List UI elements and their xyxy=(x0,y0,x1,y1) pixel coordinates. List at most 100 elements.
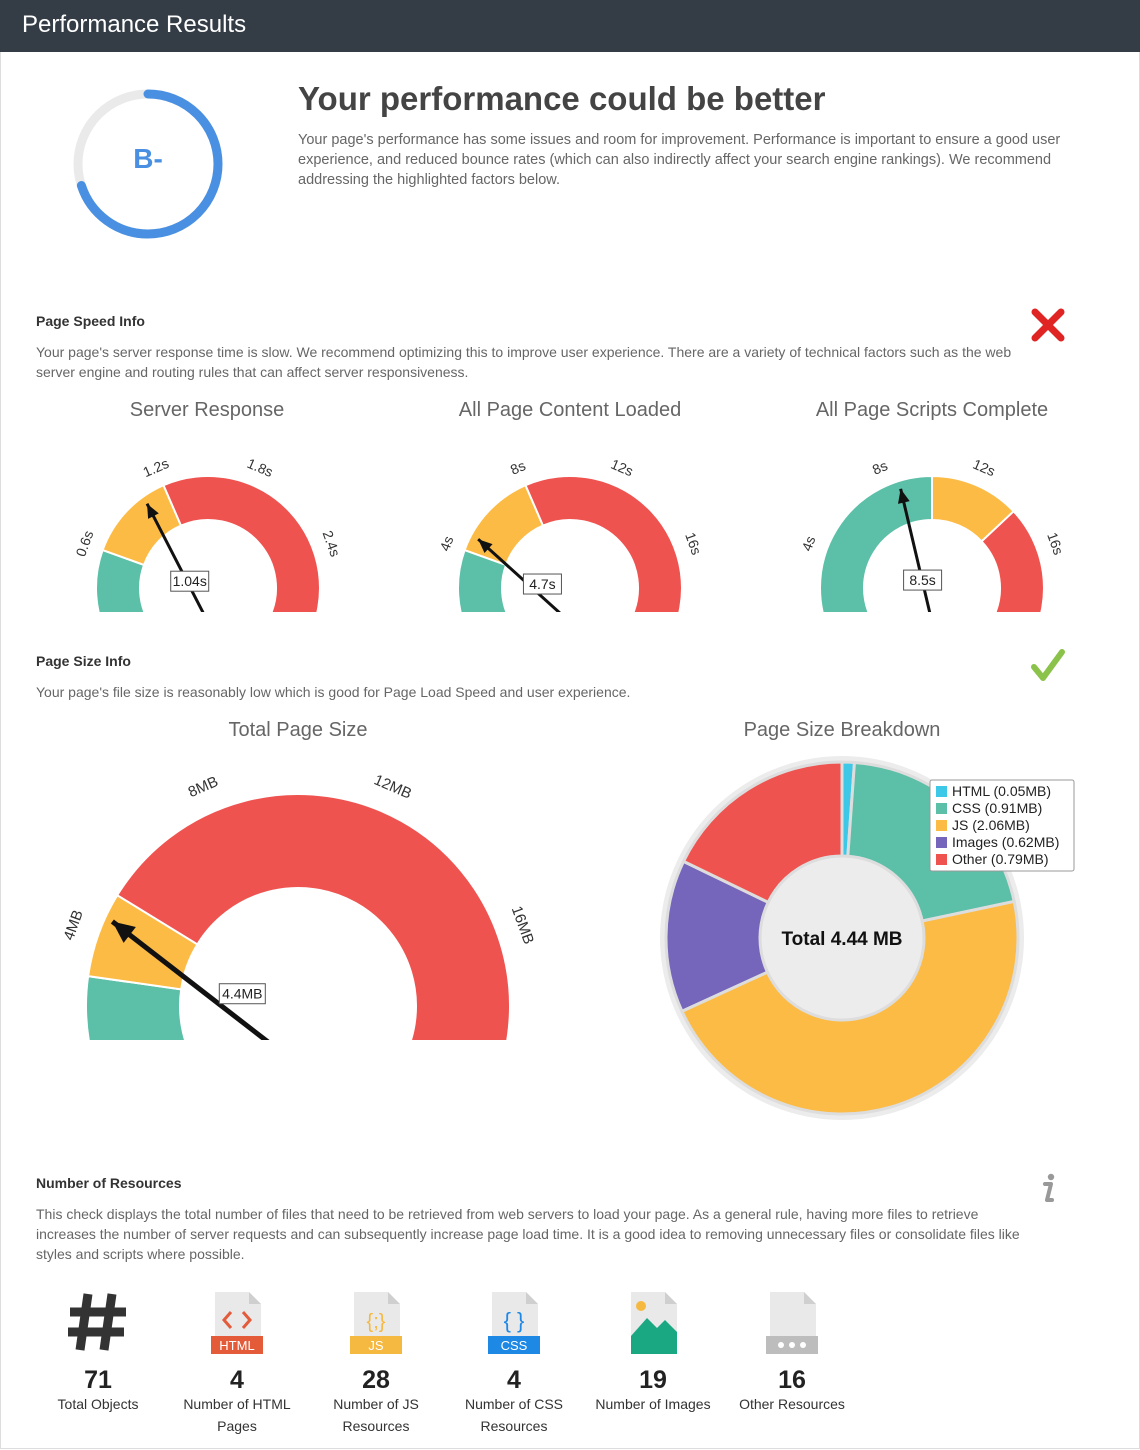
gauge-content-loaded-title: All Page Content Loaded xyxy=(458,399,682,421)
images-count: 19 xyxy=(639,1366,667,1394)
gauge-value-box-2 xyxy=(903,569,943,591)
html-file-icon-text: HTML xyxy=(219,1338,254,1353)
donut-slice-4[interactable] xyxy=(681,760,844,905)
gauge-total-size-title: Total Page Size xyxy=(228,719,368,741)
resource-item-other xyxy=(722,1290,862,1361)
gauge-content-loaded: 0s4s8s12s16s20s4.7s xyxy=(436,456,705,612)
legend-swatch-2 xyxy=(936,820,947,831)
gauge-tick-label-0-1: 0.6s xyxy=(72,528,96,558)
resource-item-html: HTML xyxy=(167,1290,307,1361)
gauge-tick-label-3-4: 16MB xyxy=(508,904,537,947)
resources-title: Number of Resources xyxy=(36,1175,182,1191)
gauge-tick-label-0-3: 1.8s xyxy=(245,455,276,480)
gauge-band-0-2 xyxy=(162,475,321,612)
gauge-tick-label-3-3: 12MB xyxy=(371,772,414,803)
page-speed-title: Page Speed Info xyxy=(36,313,145,329)
gauge-band-2-0 xyxy=(819,474,933,612)
gauge-needle-0 xyxy=(145,503,205,612)
gauge-value-label-1: 4.7s xyxy=(529,576,555,592)
gauge-needle-head-1 xyxy=(478,539,493,554)
gauge-needle-head-2 xyxy=(898,488,910,504)
legend-swatch-3 xyxy=(936,837,947,848)
html-pages-count: 4 xyxy=(230,1366,244,1394)
js-file-icon-text: JS xyxy=(368,1338,384,1353)
gauge-value-label-3: 4.4MB xyxy=(222,986,262,1002)
gauge-value-box-0 xyxy=(170,570,210,592)
gauge-tick-label-2-3: 12s xyxy=(971,456,998,480)
image-file-icon xyxy=(631,1292,677,1354)
gauge-needle-3 xyxy=(110,919,270,1040)
gauge-needle-2 xyxy=(899,488,932,612)
html-file-icon: HTML xyxy=(211,1292,263,1354)
gauge-tick-label-0-2: 1.2s xyxy=(141,455,172,480)
resource-item-js: {;} JS xyxy=(306,1290,446,1361)
resources-description: This check displays the total number of … xyxy=(36,1206,1020,1262)
images-label: Number of Images xyxy=(595,1396,711,1412)
gauge-tick-label-3-2: 8MB xyxy=(186,773,221,801)
page-speed-description: Your page's server response time is slow… xyxy=(36,344,1012,380)
gauge-tick-label-1-3: 12s xyxy=(609,456,636,480)
gauge-band-2-2 xyxy=(980,509,1045,612)
css-file-icon-text: CSS xyxy=(501,1338,528,1353)
gauge-band-3-2 xyxy=(115,793,511,1040)
red-x-icon xyxy=(1031,308,1065,342)
legend-swatch-0 xyxy=(936,786,947,797)
info-icon xyxy=(1043,1173,1055,1202)
grade-value: B- xyxy=(133,143,163,174)
css-resources-count: 4 xyxy=(507,1366,521,1394)
gauge-tick-label-2-4: 16s xyxy=(1044,530,1067,557)
page-size-title: Page Size Info xyxy=(36,653,131,669)
grade-ring-progress xyxy=(73,89,223,239)
breakdown-donut-chart: Total 4.44 MB HTML (0.05MB)CSS (0.91MB)JS… xyxy=(660,756,1075,1120)
total-objects-count: 71 xyxy=(84,1366,112,1394)
hash-icon xyxy=(68,1293,126,1351)
gauge-server-response-title: Server Response xyxy=(129,399,285,421)
gauge-tick-label-0-4: 2.4s xyxy=(320,528,344,558)
gauge-tick-label-1-1: 4s xyxy=(436,534,456,553)
gauge-value-box-1 xyxy=(522,573,562,595)
legend-label-2: JS (2.06MB) xyxy=(952,817,1030,833)
legend-label-3: Images (0.62MB) xyxy=(952,834,1059,850)
gauge-scripts-complete: 0s4s8s12s16s20s8.5s xyxy=(798,456,1067,612)
gauge-tick-label-2-2: 8s xyxy=(870,457,890,478)
gauge-total-size: 0MB4MB8MB12MB16MB20MB4.4MB xyxy=(60,772,537,1040)
gauge-value-box-3 xyxy=(218,983,266,1005)
gauge-value-label-2: 8.5s xyxy=(909,572,935,588)
gauge-scripts-complete-title: All Page Scripts Complete xyxy=(815,399,1049,421)
summary-text: Your page's performance has some issues … xyxy=(298,132,1061,188)
legend-swatch-1 xyxy=(936,803,947,814)
grade-ring xyxy=(73,89,223,239)
css-file-icon: { } CSS xyxy=(488,1292,540,1354)
css-resources-label: Number of CSS Resources xyxy=(464,1396,564,1434)
donut-slice-2[interactable] xyxy=(679,899,1020,1116)
gauge-tick-label-1-2: 8s xyxy=(508,457,528,478)
donut-legend xyxy=(929,779,1075,872)
page-size-description: Your page's file size is reasonably low … xyxy=(36,684,631,700)
gauge-tick-label-3-1: 4MB xyxy=(60,908,86,943)
total-objects-label: Total Objects xyxy=(57,1396,139,1412)
other-resources-count: 16 xyxy=(778,1366,806,1394)
legend-label-1: CSS (0.91MB) xyxy=(952,800,1042,816)
header-bar: Performance Results xyxy=(0,0,1140,52)
donut-center-label: Total 4.44 MB xyxy=(781,929,902,950)
svg-text:{;}: {;} xyxy=(367,1311,386,1333)
js-resources-count: 28 xyxy=(362,1366,390,1394)
green-check-icon xyxy=(1031,649,1065,681)
gauge-needle-head-0 xyxy=(147,503,159,519)
html-pages-label: Number of HTML Pages xyxy=(183,1396,291,1434)
summary-headline: Your performance could be better xyxy=(298,80,826,117)
gauge-tick-label-1-4: 16s xyxy=(682,530,705,557)
legend-label-0: HTML (0.05MB) xyxy=(952,783,1051,799)
page-title: Performance Results xyxy=(22,11,247,38)
gauge-tick-label-2-1: 4s xyxy=(798,534,818,553)
other-resources-label: Other Resources xyxy=(739,1396,845,1412)
resource-item-total xyxy=(28,1290,168,1359)
gauge-value-label-0: 1.04s xyxy=(173,573,207,589)
legend-swatch-4 xyxy=(936,854,947,865)
gauge-band-1-2 xyxy=(524,475,683,612)
resource-item-css: { } CSS xyxy=(444,1290,584,1361)
legend-label-4: Other (0.79MB) xyxy=(952,851,1048,867)
gauge-server-response: 0s0.6s1.2s1.8s2.4s3.0s1.04s xyxy=(72,455,344,612)
breakdown-chart-title: Page Size Breakdown xyxy=(743,719,941,741)
js-resources-label: Number of JS Resources xyxy=(333,1396,419,1434)
